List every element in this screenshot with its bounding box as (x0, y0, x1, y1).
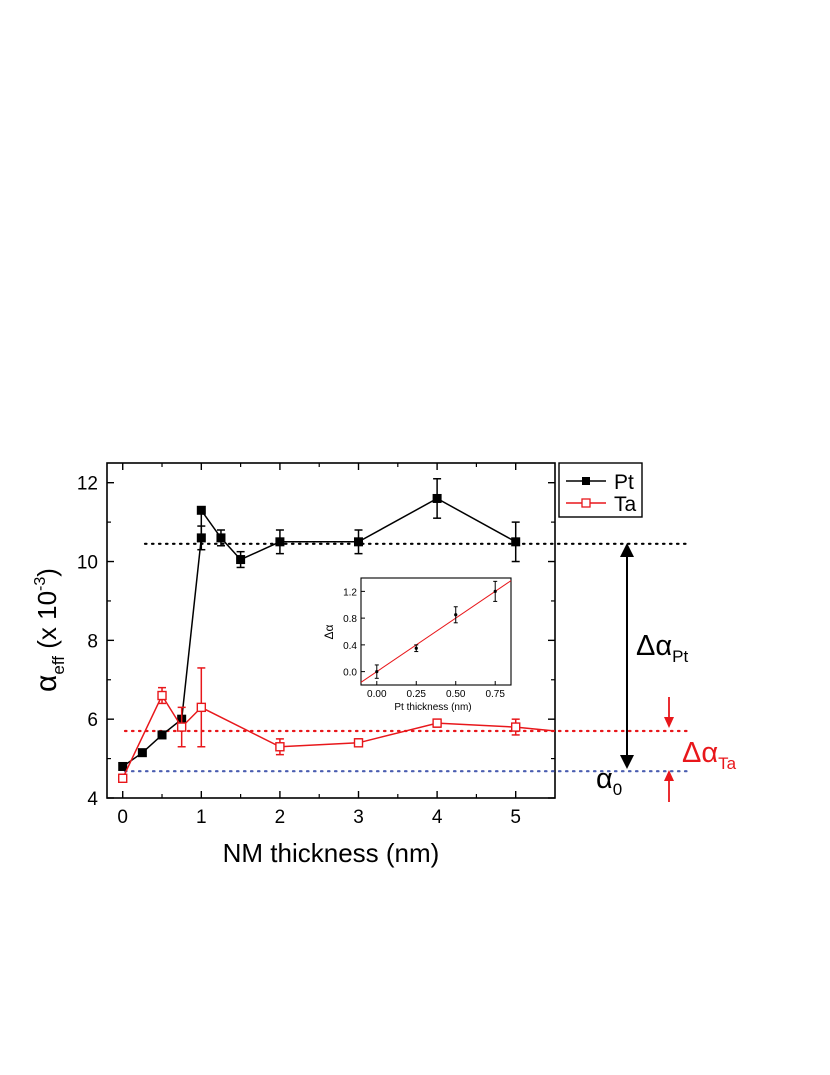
x-tick-label-2: 2 (275, 807, 286, 828)
inset-x-tick-label-3: 0.75 (485, 689, 505, 700)
y-tick-label-2: 8 (87, 631, 98, 652)
inset-x-tick-label-2: 0.50 (446, 689, 466, 700)
inset-point-2 (454, 613, 458, 617)
inset-plot: 0.00 0.25 0.50 0.75 0.0 0.4 0.8 1.2 Pt thicknes… (322, 577, 512, 713)
series-pt-point-0 (118, 761, 128, 771)
delta-pt-arrow (620, 543, 634, 769)
y-axis-title: αeff (x 10-3) (30, 568, 68, 692)
delta-ta-arrows (664, 697, 674, 802)
inset-fit-line (360, 580, 512, 683)
series-ta-point-6 (432, 718, 442, 728)
inset-point-1 (414, 646, 418, 650)
series-ta-point-2 (176, 722, 187, 732)
series-ta-line (122, 693, 556, 779)
delta-alpha-pt-label: ΔαPt (636, 630, 688, 666)
inset-x-tick-label-1: 0.25 (407, 689, 427, 700)
y-tick-label-4: 12 (77, 474, 98, 495)
delta-alpha-ta-label: ΔαTa (682, 737, 737, 773)
series-ta-point-4 (275, 742, 285, 752)
series-pt-point-5 (196, 505, 206, 515)
series-pt-point-6 (216, 533, 226, 543)
inset-layer: 0.00 0.25 0.50 0.75 0.0 0.4 0.8 1.2 (343, 580, 512, 700)
series-ta-point-1 (157, 690, 167, 701)
legend-box (558, 462, 643, 518)
x-axis-title: NM thickness (nm) (223, 838, 440, 868)
series-ta-point-5 (353, 738, 364, 748)
x-tick-label-5: 5 (510, 807, 521, 828)
inset-y-tick-label-3: 1.2 (343, 587, 357, 598)
inset-y-tick-label-0: 0.0 (343, 668, 357, 679)
legend-pt-label: Pt (614, 471, 634, 494)
inset-y-tick-label-1: 0.4 (343, 641, 357, 652)
series-pt-point-11 (511, 537, 521, 547)
series-ta-point-0 (118, 773, 128, 783)
series-pt-point-2 (157, 730, 167, 740)
series-pt-point-9 (354, 537, 364, 547)
inset-y-title: Δα (322, 624, 336, 639)
inset-x-tick-label-0: 0.00 (367, 689, 387, 700)
series-pt-point-10 (432, 493, 442, 503)
inset-x-title: Pt thickness (nm) (394, 702, 471, 713)
inset-y-tick-label-2: 0.8 (343, 614, 357, 625)
series-pt-point-8 (275, 537, 285, 547)
x-tick-label-0: 0 (117, 807, 128, 828)
legend-ta-marker (581, 498, 591, 508)
series-pt-point-4 (196, 533, 206, 543)
inset-point-0 (375, 670, 379, 674)
legend-pt-marker (582, 477, 590, 485)
x-tick-label-1: 1 (196, 807, 207, 828)
legend-ta-label: Ta (614, 493, 637, 516)
series-layer (118, 478, 556, 783)
series-pt-point-7 (236, 555, 246, 565)
y-tick-label-0: 4 (87, 789, 98, 810)
legend: Pt Ta (558, 462, 643, 518)
inset-point-3 (493, 589, 497, 593)
series-ta-point-3 (196, 702, 207, 713)
x-tick-label-4: 4 (432, 807, 443, 828)
series-pt-point-1 (137, 748, 147, 758)
y-tick-label-1: 6 (87, 710, 98, 731)
alpha-zero-label: α0 (596, 763, 622, 799)
main-plot-frame (106, 462, 556, 799)
y-tick-label-3: 10 (77, 553, 98, 574)
series-ta-point-7 (511, 722, 521, 732)
x-tick-label-3: 3 (353, 807, 364, 828)
